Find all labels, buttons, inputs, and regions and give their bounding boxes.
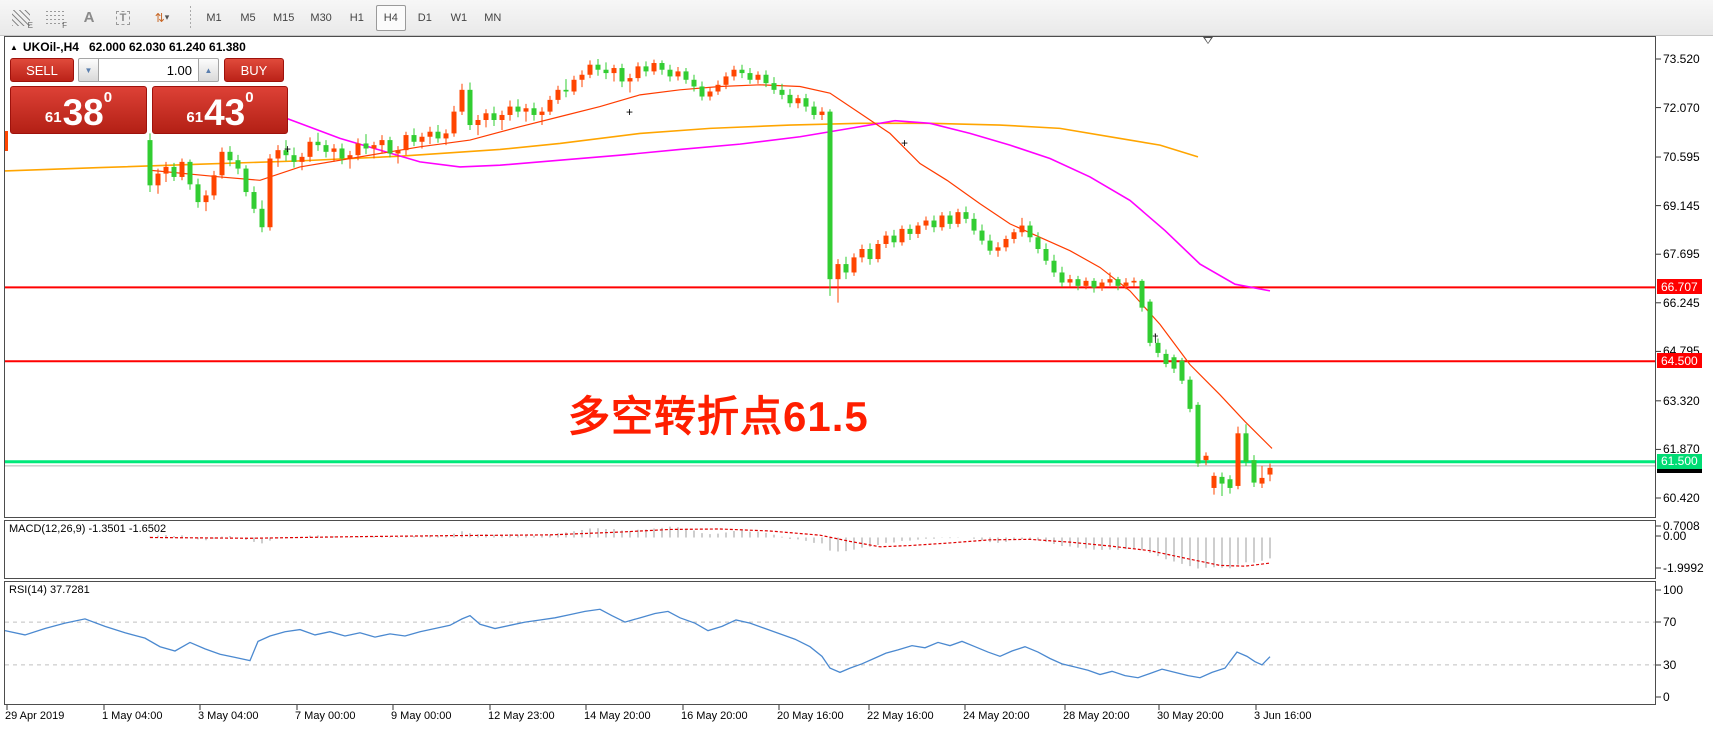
rsi-panel[interactable] <box>4 581 1656 705</box>
rsi-label: RSI(14) 37.7281 <box>9 584 90 596</box>
symbol-label: UKOil-,H4 <box>22 40 79 54</box>
timeframe-button-m15[interactable]: M15 <box>273 11 295 24</box>
time-axis-label: 30 May 20:00 <box>1157 710 1224 722</box>
rsi-axis-label: 30 <box>1663 658 1677 672</box>
macd-label: MACD(12,26,9) -1.3501 -1.6502 <box>9 523 167 535</box>
buy-price-big: 43 <box>204 91 246 133</box>
text-label-tool-icon[interactable]: T <box>108 4 138 32</box>
chart-object-marker: † <box>1152 331 1159 345</box>
chart-annotation-text: 多空转折点61.5 <box>568 393 869 440</box>
buy-price-sup: 0 <box>245 89 254 106</box>
timeframe-button-m1[interactable]: M1 <box>206 11 222 24</box>
time-axis-label: 24 May 20:00 <box>963 710 1030 722</box>
rsi-axis-label: 100 <box>1663 583 1684 597</box>
volume-input[interactable] <box>99 58 198 82</box>
timeframe-button-w1[interactable]: W1 <box>450 11 468 24</box>
time-axis-label: 28 May 20:00 <box>1063 710 1130 722</box>
chart-title: ▲ UKOil-,H4 62.000 62.030 61.240 61.380 <box>10 40 246 54</box>
rsi-axis-label: 0 <box>1663 690 1670 704</box>
chart-object-marker: + <box>626 105 634 119</box>
hatch-glyph <box>12 9 30 26</box>
buy-price-prefix: 61 <box>186 109 204 126</box>
text-a-glyph: A <box>83 9 95 26</box>
ohlc-values: 62.000 62.030 61.240 61.380 <box>88 40 246 54</box>
equidistant-channel-icon[interactable]: E <box>6 4 36 32</box>
timeframe-button-m5[interactable]: M5 <box>240 11 256 24</box>
time-axis-label: 3 Jun 16:00 <box>1254 710 1312 722</box>
rsi-axis-label: 70 <box>1663 615 1677 629</box>
macd-panel[interactable] <box>4 520 1656 579</box>
buy-price-box[interactable]: 61 43 0 <box>152 86 288 134</box>
timeframe-button-m30[interactable]: M30 <box>310 11 332 24</box>
price-line-tag: 64.500 <box>1657 353 1702 369</box>
timeframe-group: M1 M5 M15 M30 H1 H4 D1 W1 MN <box>199 4 512 31</box>
trade-price-row: 61 38 0 61 43 0 <box>10 86 288 134</box>
macd-axis-label: 0.00 <box>1663 529 1687 543</box>
sell-price-sup: 0 <box>103 89 113 106</box>
time-axis-label: 1 May 04:00 <box>102 710 163 722</box>
fibonacci-retracement-icon[interactable]: F <box>40 4 70 32</box>
time-axis-label: 22 May 16:00 <box>867 710 934 722</box>
price-axis-label: 63.320 <box>1663 393 1700 408</box>
tool-sub-label: F <box>62 20 67 30</box>
time-axis-label: 16 May 20:00 <box>681 710 748 722</box>
chevron-down-icon: ▾ <box>164 12 170 22</box>
sell-button[interactable]: SELL <box>10 58 74 82</box>
macd-axis-label: 0.7008 <box>1663 519 1700 533</box>
timeframe-button-d1[interactable]: D1 <box>417 11 432 24</box>
text-tool-icon[interactable]: A <box>74 4 104 32</box>
price-line-tag: 66.707 <box>1657 279 1702 295</box>
dotgrid-glyph <box>46 10 64 25</box>
toolbar: E F A T ⇅ ▾ M1 M5 M15 M30 H1 H4 D1 W1 MN <box>0 0 1713 36</box>
time-axis-label: 7 May 00:00 <box>295 710 356 722</box>
price-axis-label: 66.245 <box>1663 295 1700 310</box>
price-axis-label: 69.145 <box>1663 198 1700 213</box>
time-axis-label: 29 Apr 2019 <box>5 710 65 722</box>
price-axis-label: 60.420 <box>1663 491 1700 505</box>
price-axis-label: 67.695 <box>1663 247 1700 262</box>
price-axis-label: 73.520 <box>1663 52 1700 66</box>
macd-axis-label: -1.9992 <box>1663 561 1704 575</box>
time-axis-label: 20 May 16:00 <box>777 710 844 722</box>
volume-decrease-button[interactable]: ▼ <box>78 58 99 82</box>
chart-object-marker: + <box>901 136 909 150</box>
volume-increase-button[interactable]: ▲ <box>198 58 219 82</box>
sell-price-box[interactable]: 61 38 0 <box>10 86 147 134</box>
time-axis-label: 9 May 00:00 <box>391 710 452 722</box>
trade-top-row: SELL ▼ ▲ BUY <box>10 58 288 82</box>
price-axis-label: 72.070 <box>1663 100 1700 115</box>
price-axis-label: 61.870 <box>1663 442 1700 457</box>
sell-price-prefix: 61 <box>44 109 62 126</box>
text-t-glyph: T <box>115 10 131 25</box>
price-axis-label: 70.595 <box>1663 150 1700 165</box>
chart-object-marker: + <box>284 142 292 156</box>
one-click-trade-panel: SELL ▼ ▲ BUY 61 38 0 61 43 0 <box>10 58 288 134</box>
buy-button[interactable]: BUY <box>224 58 284 82</box>
sell-price-big: 38 <box>62 91 104 133</box>
timeframe-button-h1[interactable]: H1 <box>349 11 364 24</box>
time-axis-label: 12 May 23:00 <box>488 710 555 722</box>
collapse-arrow-icon[interactable]: ▲ <box>10 42 18 52</box>
toolbar-separator <box>190 5 191 30</box>
arrows-glyph: ⇅ <box>154 10 165 25</box>
chart-shift-marker-icon <box>1203 37 1213 44</box>
timeframe-button-h4[interactable]: H4 <box>375 4 406 31</box>
arrow-objects-icon[interactable]: ⇅ ▾ <box>142 4 182 32</box>
time-axis-label: 3 May 04:00 <box>198 710 259 722</box>
time-axis-label: 14 May 20:00 <box>584 710 651 722</box>
price-line-tag: 61.500 <box>1657 453 1702 469</box>
tool-sub-label: E <box>27 20 33 30</box>
timeframe-button-mn[interactable]: MN <box>484 11 502 24</box>
